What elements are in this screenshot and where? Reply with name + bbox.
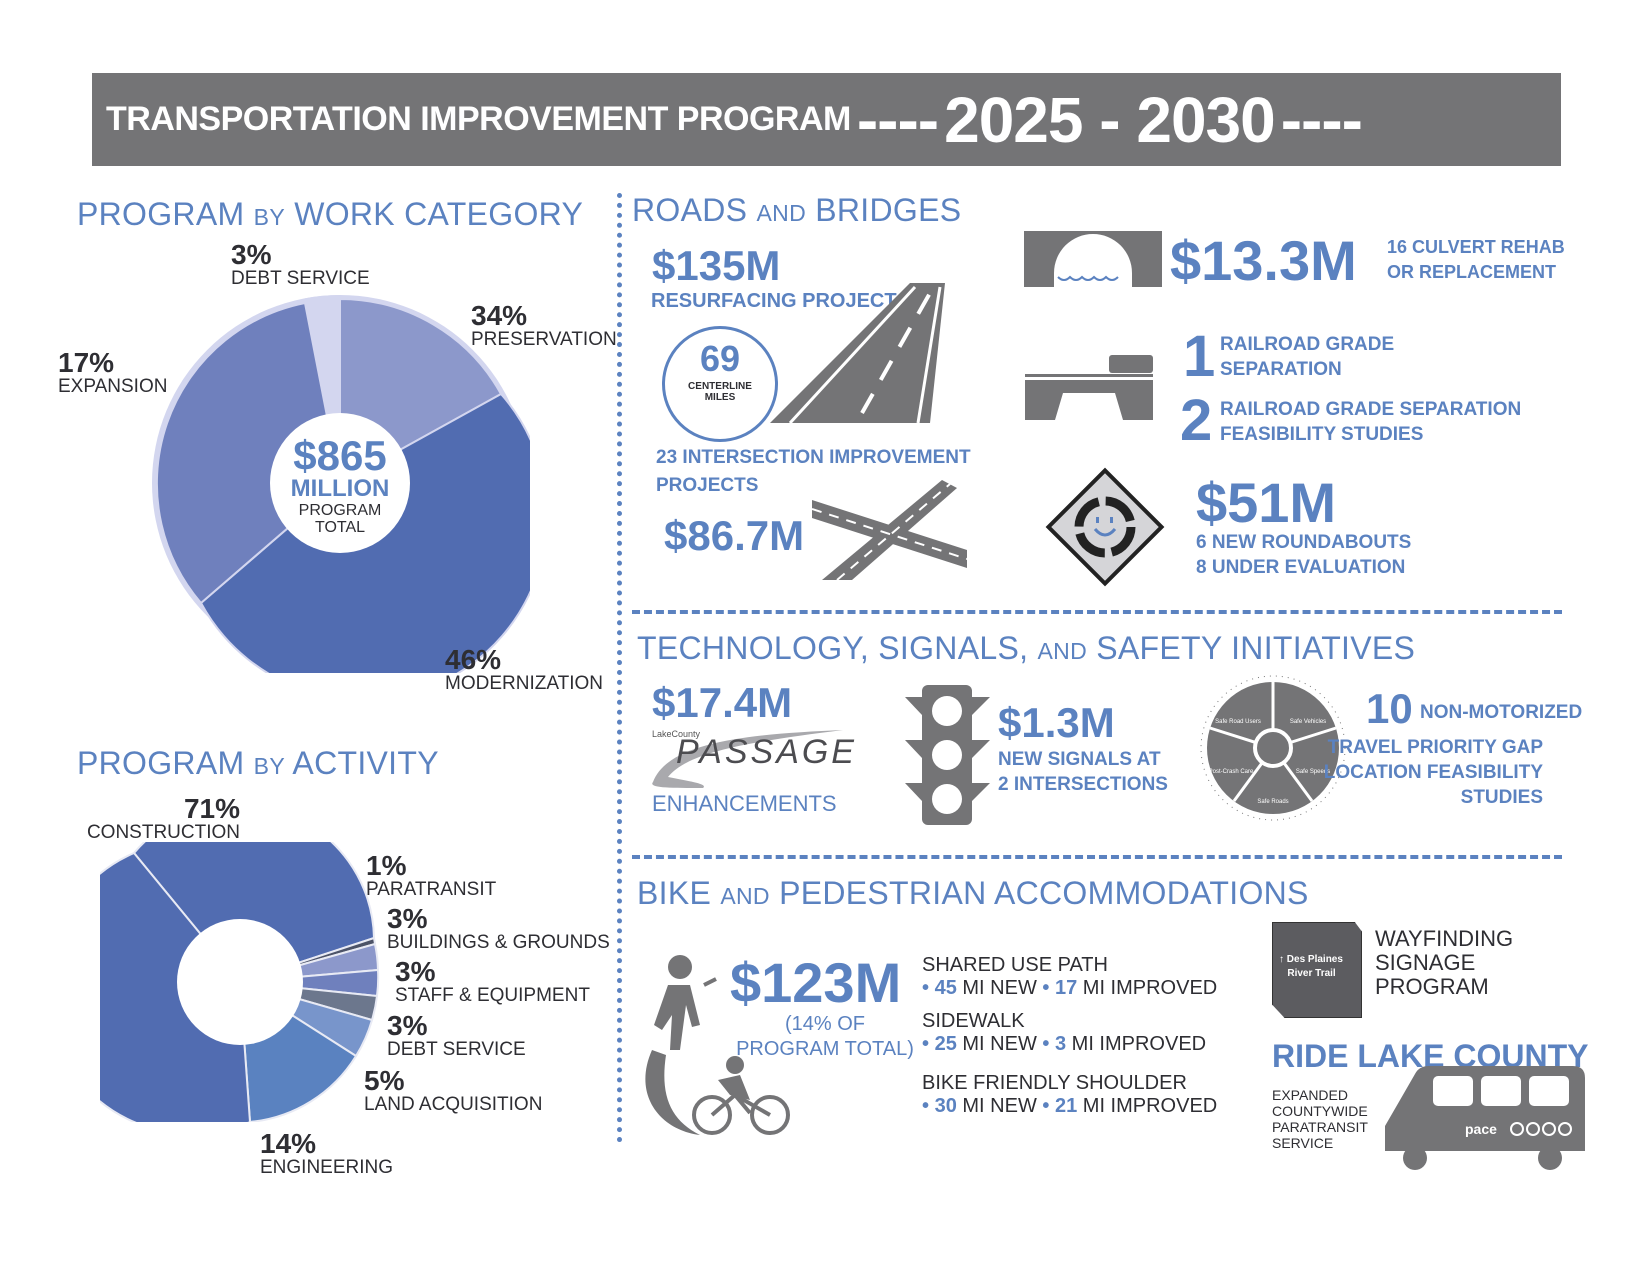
- intersection-amount: $86.7M: [664, 512, 805, 559]
- label-engineering: 14% ENGINEERING: [260, 1128, 394, 1178]
- header-dashes-left: ----: [856, 83, 939, 156]
- header-years: 2025 - 2030: [944, 83, 1276, 156]
- roundabout-label-2: 8 UNDER EVALUATION: [1196, 557, 1406, 578]
- svg-text:Safe Vehicles: Safe Vehicles: [1290, 719, 1326, 725]
- culvert-label-1: 16 CULVERT REHAB: [1387, 237, 1565, 257]
- gap-label-4: STUDIES: [1460, 787, 1543, 808]
- label-activity-debt-service: 3% DEBT SERVICE: [387, 1010, 526, 1060]
- ride-description: EXPANDED COUNTYWIDE PARATRANSIT SERVICE: [1272, 1087, 1368, 1152]
- passage-label: ENHANCEMENTS: [652, 791, 837, 816]
- wayfinding-sign-icon: ↑ Des Plaines River Trail: [1272, 922, 1362, 1018]
- roundabout-label-1: 6 NEW ROUNDABOUTS: [1196, 532, 1412, 553]
- culvert-amount: $13.3M: [1170, 229, 1357, 292]
- program-total-center: $865 MILLION PROGRAM TOTAL: [290, 432, 390, 536]
- roundabout-sign-icon: [1045, 467, 1165, 587]
- intersection-label-1: 23 INTERSECTION IMPROVEMENT: [656, 447, 971, 468]
- roundabout-amount: $51M: [1196, 471, 1337, 534]
- label-expansion: 17% EXPANSION: [58, 347, 168, 397]
- work-category-pie-chart: [152, 295, 530, 673]
- slice-expansion: [155, 301, 342, 605]
- divider-tech: [632, 610, 1562, 614]
- rr-study-count: 2: [1180, 388, 1213, 453]
- signals-amount: $1.3M: [998, 699, 1115, 746]
- work-category-title: PROGRAM BY WORK CATEGORY: [77, 196, 584, 232]
- header-title: TRANSPORTATION IMPROVEMENT PROGRAM: [106, 100, 851, 138]
- label-paratransit: 1% PARATRANSIT: [366, 850, 497, 900]
- highway-icon: [770, 283, 945, 423]
- label-land-acquisition: 5% LAND ACQUISITION: [364, 1065, 543, 1115]
- activity-donut-chart: [100, 842, 380, 1122]
- centerline-badge: 69 CENTERLINE MILES: [662, 326, 778, 442]
- paratransit-van-icon: pace: [1385, 1066, 1585, 1170]
- rr-sep-label-2: SEPARATION: [1220, 359, 1342, 380]
- divider-bike: [632, 855, 1562, 859]
- passage-logo: PASSAGE: [676, 733, 857, 771]
- gap-label-1: NON-MOTORIZED: [1420, 702, 1583, 723]
- bike-amount-note: (14% OF PROGRAM TOTAL): [736, 1013, 914, 1060]
- passage-amount: $17.4M: [652, 679, 793, 726]
- safe-system-wheel-icon: Safe Road Users Safe Vehicles Safe Speed…: [1200, 675, 1346, 821]
- label-preservation: 34% PRESERVATION: [471, 300, 617, 350]
- bike-title: BIKE AND PEDESTRIAN ACCOMMODATIONS: [637, 875, 1309, 911]
- header-dashes-right: ----: [1280, 83, 1363, 156]
- label-construction: 71% CONSTRUCTION: [86, 793, 240, 843]
- passage-small: LakeCounty: [652, 729, 701, 739]
- rr-study-label-1: RAILROAD GRADE SEPARATION: [1220, 399, 1522, 420]
- vertical-divider: [617, 193, 622, 1143]
- svg-text:pace: pace: [1465, 1121, 1497, 1137]
- page-header: TRANSPORTATION IMPROVEMENT PROGRAM ---- …: [92, 73, 1561, 166]
- roads-title: ROADS AND BRIDGES: [632, 192, 962, 228]
- railroad-bridge-icon: [1025, 355, 1153, 420]
- rr-sep-label-1: RAILROAD GRADE: [1220, 334, 1395, 355]
- bike-items-list: SHARED USE PATH • 45 MI NEW • 17 MI IMPR…: [922, 954, 1218, 1117]
- svg-text:Safe Roads: Safe Roads: [1257, 799, 1288, 805]
- intersection-label-2: PROJECTS: [656, 475, 759, 496]
- svg-text:Post-Crash Care: Post-Crash Care: [1209, 769, 1254, 775]
- passage-swoosh: [652, 730, 843, 788]
- gap-label-3: LOCATION FEASIBILITY: [1323, 762, 1543, 783]
- label-staff-equipment: 3% STAFF & EQUIPMENT: [395, 956, 590, 1006]
- activity-title: PROGRAM BY ACTIVITY: [77, 745, 439, 781]
- gap-label-2: TRAVEL PRIORITY GAP: [1327, 737, 1543, 758]
- tech-title: TECHNOLOGY, SIGNALS, AND SAFETY INITIATI…: [637, 630, 1416, 666]
- resurfacing-amount: $135M: [652, 242, 781, 289]
- bike-amount: $123M: [730, 951, 902, 1014]
- culvert-label-2: OR REPLACEMENT: [1387, 262, 1557, 282]
- gap-count: 10: [1366, 685, 1413, 732]
- resurfacing-label: RESURFACING PROJECTS: [651, 290, 910, 312]
- label-debt-service: 3% DEBT SERVICE: [231, 239, 370, 289]
- signals-label-2: 2 INTERSECTIONS: [998, 774, 1168, 795]
- label-modernization: 46% MODERNIZATION: [445, 644, 603, 694]
- svg-text:Safe Road Users: Safe Road Users: [1215, 719, 1261, 725]
- traffic-signal-icon: [905, 685, 990, 825]
- signals-label-1: NEW SIGNALS AT: [998, 749, 1161, 770]
- label-buildings-grounds: 3% BUILDINGS & GROUNDS: [387, 903, 610, 953]
- wayfinding-label: WAYFINDING SIGNAGE PROGRAM: [1375, 926, 1514, 1000]
- intersection-icon: [812, 480, 967, 580]
- culvert-icon: [1024, 231, 1162, 287]
- rr-study-label-2: FEASIBILITY STUDIES: [1220, 424, 1424, 445]
- rr-sep-count: 1: [1183, 324, 1216, 389]
- pedestrian-bike-icon: [645, 955, 790, 1135]
- svg-text:Safe Speeds: Safe Speeds: [1296, 769, 1330, 775]
